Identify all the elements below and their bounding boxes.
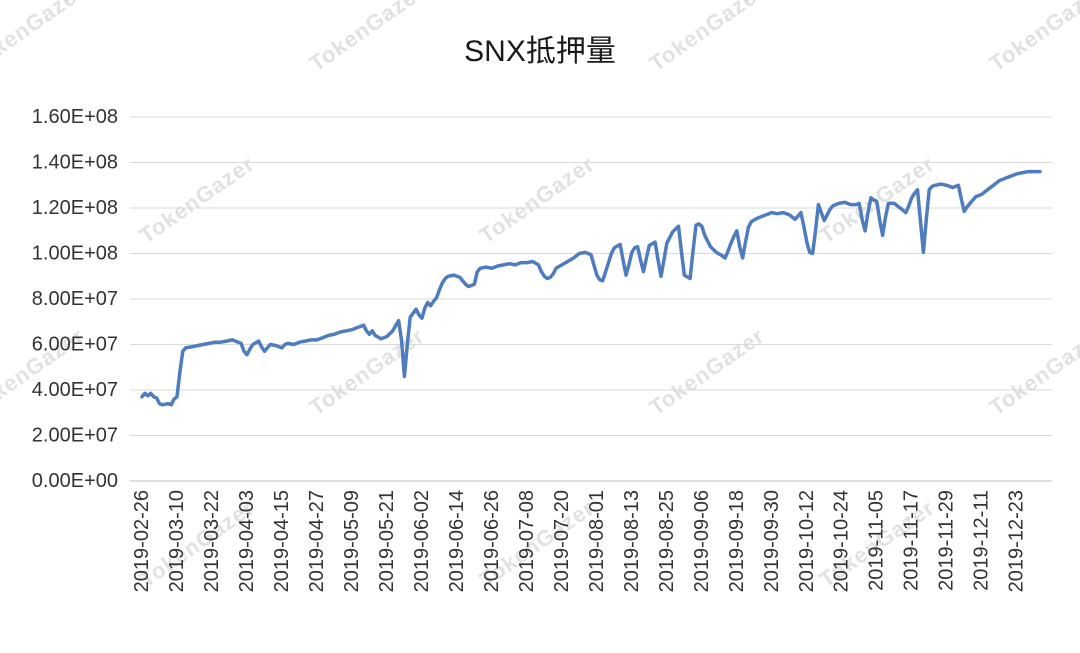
y-axis-tick-label: 2.00E+07 <box>32 425 118 447</box>
x-axis-tick-label: 2019-08-25 <box>656 490 678 592</box>
x-axis-tick-label: 2019-06-02 <box>411 490 433 592</box>
y-axis-tick-label: 8.00E+07 <box>32 288 118 310</box>
x-axis-tick-label: 2019-03-10 <box>166 490 188 592</box>
x-axis-tick-label: 2019-04-03 <box>236 490 258 592</box>
x-axis-tick-label: 2019-10-12 <box>796 490 818 592</box>
x-axis-tick-label: 2019-03-22 <box>201 490 223 592</box>
y-axis-tick-label: 1.00E+08 <box>32 243 118 265</box>
y-axis-tick-label: 4.00E+07 <box>32 379 118 401</box>
x-axis-tick-label: 2019-05-21 <box>376 490 398 592</box>
x-axis-tick-label: 2019-07-08 <box>516 490 538 592</box>
x-axis-tick-label: 2019-04-15 <box>271 490 293 592</box>
x-axis-tick-label: 2019-11-17 <box>901 490 923 591</box>
x-axis-tick-label: 2019-05-09 <box>341 490 363 592</box>
x-axis-tick-label: 2019-12-23 <box>1006 490 1028 592</box>
x-axis-tick-label: 2019-12-11 <box>971 490 993 591</box>
y-axis-tick-label: 1.20E+08 <box>32 197 118 219</box>
x-axis-tick-label: 2019-10-24 <box>831 490 853 592</box>
y-axis-tick-label: 1.60E+08 <box>32 106 118 128</box>
y-axis-tick-label: 0.00E+00 <box>32 470 118 492</box>
y-axis-tick-label: 6.00E+07 <box>32 334 118 356</box>
x-axis-tick-label: 2019-06-14 <box>446 490 468 592</box>
x-axis-tick-label: 2019-08-01 <box>586 490 608 592</box>
x-axis-tick-label: 2019-04-27 <box>306 490 328 592</box>
series-line <box>140 169 1042 407</box>
x-axis-tick-label: 2019-11-29 <box>936 490 958 591</box>
y-axis-tick-label: 1.40E+08 <box>32 152 118 174</box>
x-axis-tick-label: 2019-09-30 <box>761 490 783 592</box>
x-axis-tick-label: 2019-07-20 <box>551 490 573 592</box>
x-axis-tick-label: 2019-09-18 <box>726 490 748 592</box>
x-axis-tick-label: 2019-02-26 <box>131 490 153 592</box>
x-axis-tick-label: 2019-09-06 <box>691 490 713 592</box>
x-axis-tick-label: 2019-06-26 <box>481 490 503 592</box>
chart-title: SNX抵押量 <box>464 35 616 68</box>
x-axis-tick-label: 2019-11-05 <box>866 490 888 591</box>
x-axis-tick-label: 2019-08-13 <box>621 490 643 592</box>
